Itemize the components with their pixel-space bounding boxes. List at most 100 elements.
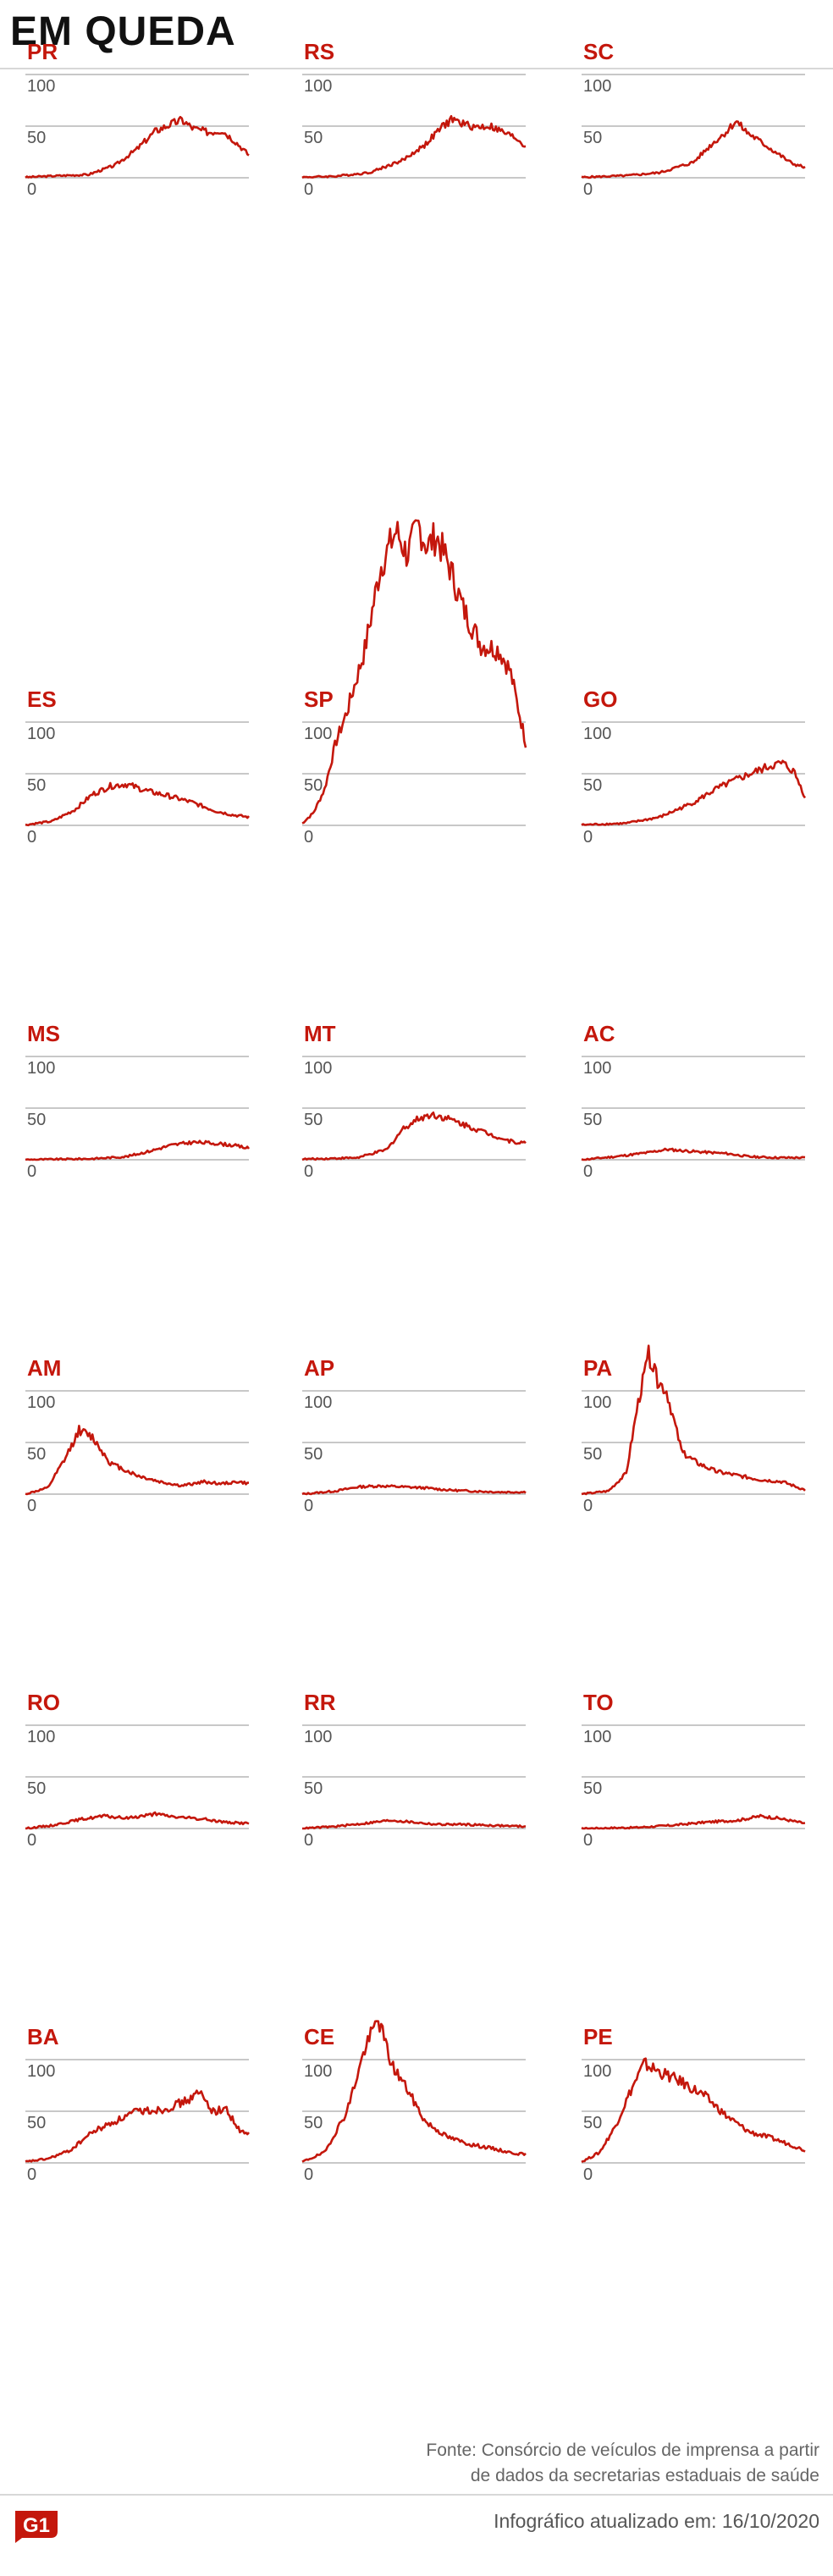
- state-label: SC: [583, 39, 615, 64]
- y-tick-label: 100: [304, 77, 332, 96]
- y-tick-label: 0: [304, 2165, 313, 2184]
- y-tick-label: 50: [27, 776, 46, 795]
- state-label: PR: [27, 39, 58, 64]
- state-label: RR: [304, 1690, 336, 1715]
- y-tick-label: 0: [304, 1831, 313, 1850]
- state-label: GO: [583, 687, 618, 712]
- y-tick-label: 100: [304, 2062, 332, 2081]
- chart-panel-es: ES 0 50 100: [25, 687, 254, 859]
- y-tick-label: 50: [27, 2114, 46, 2132]
- chart-svg: 0 50 100: [301, 1056, 527, 1181]
- g1-logo: G1: [15, 2511, 58, 2543]
- y-tick-label: 100: [583, 1728, 611, 1746]
- y-tick-label: 50: [583, 1111, 602, 1129]
- source-line-1: Fonte: Consórcio de veículos de imprensa…: [426, 2441, 819, 2460]
- y-tick-label: 50: [27, 1445, 46, 1464]
- series-line-ap: [301, 1484, 527, 1496]
- y-tick-label: 100: [27, 2062, 55, 2081]
- chart-panel-rs: RS 0 50 100: [301, 39, 531, 212]
- chart-svg: 0 50 100: [581, 2057, 806, 2184]
- footer-divider: [0, 2494, 833, 2496]
- series-line-mt: [301, 1111, 527, 1161]
- y-tick-label: 0: [27, 828, 36, 847]
- y-tick-label: 100: [304, 1393, 332, 1412]
- y-tick-label: 0: [583, 1497, 593, 1515]
- series-line-pr: [25, 115, 250, 179]
- state-label: AM: [27, 1355, 62, 1381]
- series-line-to: [581, 1813, 806, 1830]
- y-tick-label: 0: [27, 1162, 36, 1181]
- state-label: PA: [583, 1355, 613, 1381]
- y-tick-label: 50: [583, 129, 602, 147]
- y-tick-label: 100: [27, 1059, 55, 1078]
- state-label: ES: [27, 687, 57, 712]
- y-tick-label: 100: [27, 1728, 55, 1746]
- y-tick-label: 100: [304, 1728, 332, 1746]
- y-tick-label: 50: [27, 1111, 46, 1129]
- chart-panel-ro: RO 0 50 100: [25, 1690, 254, 1862]
- y-tick-label: 0: [27, 1831, 36, 1850]
- chart-svg: 0 50 100: [581, 74, 806, 199]
- chart-svg: 0 50 100: [581, 1724, 806, 1850]
- series-line-pa: [581, 1344, 806, 1496]
- y-tick-label: 50: [27, 129, 46, 147]
- chart-svg: 0 50 100: [301, 1390, 527, 1515]
- y-tick-label: 0: [583, 2165, 593, 2184]
- y-tick-label: 100: [583, 1393, 611, 1412]
- chart-panel-go: GO 0 50 100: [581, 687, 810, 859]
- chart-panel-sc: SC 0 50 100: [581, 39, 810, 212]
- series-line-sc: [581, 120, 806, 179]
- series-line-go: [581, 759, 807, 826]
- chart-svg: 0 50 100: [302, 1724, 527, 1850]
- chart-svg: 0 50 100: [581, 721, 807, 847]
- y-tick-label: 0: [304, 180, 313, 199]
- series-line-sp: [301, 519, 527, 825]
- state-label: CE: [304, 2024, 335, 2049]
- chart-panel-pr: PR 0 50 100: [25, 39, 254, 212]
- series-line-pe: [581, 2057, 806, 2164]
- chart-panel-mt: MT 0 50 100: [301, 1021, 531, 1194]
- series-line-rr: [302, 1818, 527, 1830]
- y-tick-label: 0: [304, 1162, 313, 1181]
- y-tick-label: 100: [304, 725, 332, 743]
- y-tick-label: 100: [27, 77, 55, 96]
- y-tick-label: 50: [304, 1111, 323, 1129]
- state-label: RS: [304, 39, 335, 64]
- state-label: MT: [304, 1021, 336, 1046]
- chart-panel-ap: AP 0 50 100: [301, 1355, 531, 1528]
- chart-svg: 0 50 100: [301, 74, 527, 199]
- chart-svg: 0 50 100: [301, 2020, 527, 2184]
- y-tick-label: 0: [27, 1497, 36, 1515]
- y-tick-label: 100: [583, 77, 611, 96]
- y-tick-label: 50: [304, 1779, 323, 1798]
- y-tick-label: 50: [304, 776, 323, 795]
- chart-panel-ce: CE 0 50 100: [301, 2020, 531, 2197]
- state-label: AP: [304, 1355, 335, 1381]
- series-line-ba: [25, 2089, 250, 2163]
- y-tick-label: 100: [27, 725, 55, 743]
- series-line-ro: [25, 1811, 250, 1830]
- y-tick-label: 0: [583, 1831, 593, 1850]
- state-label: AC: [583, 1021, 615, 1046]
- series-line-es: [25, 781, 250, 827]
- y-tick-label: 50: [27, 1779, 46, 1798]
- y-tick-label: 50: [304, 2114, 323, 2132]
- y-tick-label: 50: [583, 1445, 602, 1464]
- chart-panel-to: TO 0 50 100: [581, 1690, 810, 1862]
- y-tick-label: 50: [583, 1779, 602, 1798]
- series-line-ce: [301, 2020, 527, 2163]
- chart-svg: 0 50 100: [25, 1390, 249, 1515]
- y-tick-label: 100: [304, 1059, 332, 1078]
- chart-svg: 0 50 100: [25, 721, 250, 847]
- source-line-2: de dados da secretarias estaduais de saú…: [470, 2466, 819, 2485]
- y-tick-label: 100: [583, 725, 611, 743]
- chart-svg: 0 50 100: [25, 74, 250, 199]
- y-tick-label: 0: [304, 828, 313, 847]
- state-label: PE: [583, 2024, 613, 2049]
- y-tick-label: 0: [583, 1162, 593, 1181]
- y-tick-label: 50: [583, 2114, 602, 2132]
- chart-svg: 0 50 100: [25, 1056, 251, 1181]
- y-tick-label: 50: [583, 776, 602, 795]
- chart-svg: 0 50 100: [581, 1056, 806, 1181]
- updated-date: Infográfico atualizado em: 16/10/2020: [494, 2510, 819, 2532]
